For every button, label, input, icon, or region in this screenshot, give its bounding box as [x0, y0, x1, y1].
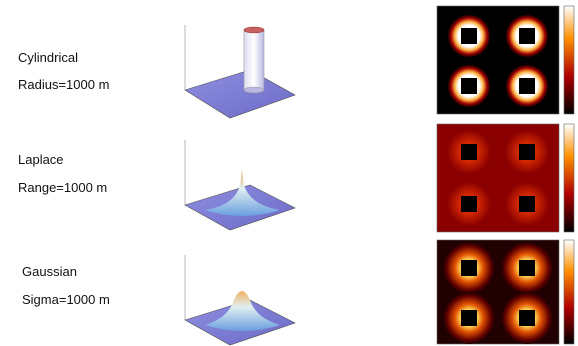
- kernel-name: Gaussian: [22, 264, 77, 279]
- kernel-parameter: Range=1000 m: [18, 180, 108, 195]
- heatmap: [436, 239, 575, 345]
- surface-plot: [184, 255, 296, 346]
- surface-plot: [184, 140, 296, 231]
- heatmap: [436, 123, 575, 233]
- kernel-name: Cylindrical: [18, 50, 78, 65]
- kernel-parameter: Radius=1000 m: [18, 77, 110, 92]
- kernel-parameter: Sigma=1000 m: [22, 292, 110, 307]
- heatmap: [436, 5, 575, 115]
- surface-plot: [184, 25, 296, 119]
- kernel-name: Laplace: [18, 152, 64, 167]
